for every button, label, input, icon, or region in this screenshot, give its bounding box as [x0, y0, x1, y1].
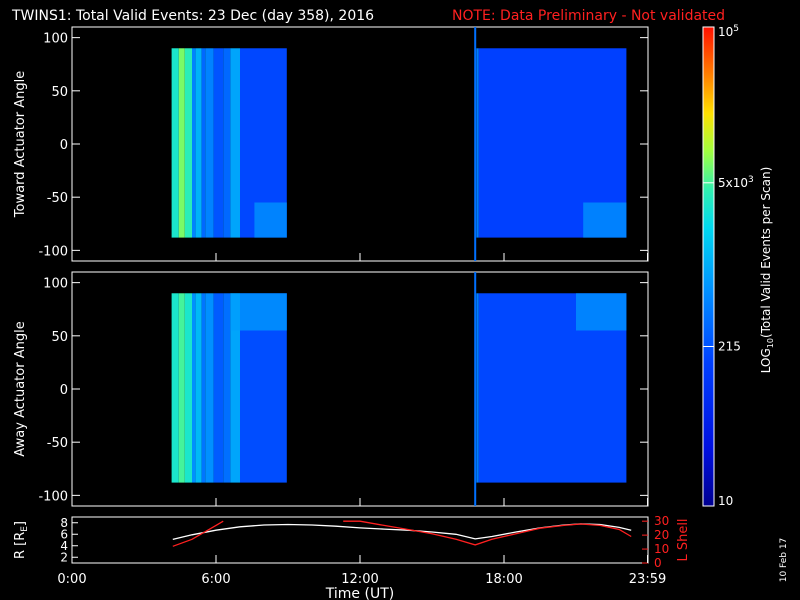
away-y-axis: 100 50 0 -50 -100 — [38, 277, 648, 504]
y-tick-label: 100 — [43, 32, 68, 47]
heatmap-strip — [184, 48, 192, 238]
radius-tick-label: 4 — [60, 539, 68, 553]
radius-tick-label: 2 — [60, 550, 68, 564]
colorbar: 105 5x103 215 10 LOG10(Total Valid Events p… — [702, 24, 775, 508]
heatmap-strip — [184, 293, 192, 483]
colorbar-tick-label: 105 — [718, 24, 739, 39]
colorbar-tick-label: 215 — [718, 339, 741, 353]
heatmap-strip — [171, 293, 179, 483]
heatmap-strip — [195, 293, 202, 483]
heatmap-strip — [178, 293, 185, 483]
l-shell-line — [172, 520, 224, 547]
away-angle-panel: 100 50 0 -50 -100 Away Actuator Angle — [13, 271, 649, 507]
heatmap-strip — [205, 293, 214, 483]
l-shell-tick-label: 10 — [654, 542, 669, 556]
heatmap-strip — [201, 48, 206, 238]
heatmap-strip — [213, 293, 224, 483]
time-tick-label: 18:00 — [485, 572, 522, 587]
time-axis: 0:00 6:00 12:00 18:00 23:59 — [57, 253, 666, 587]
heatmap-strip — [201, 293, 206, 483]
heatmap-enhancement — [583, 202, 627, 238]
y-tick-label: -100 — [38, 489, 68, 504]
time-tick-label: 0:00 — [57, 572, 86, 587]
date-stamp: 10 Feb 17 — [779, 538, 789, 583]
time-tick-label: 6:00 — [201, 572, 230, 587]
time-axis-label: Time (UT) — [325, 586, 394, 600]
colorbar-label: LOG10(Total Valid Events per Scan) — [759, 167, 775, 374]
y-tick-label: 50 — [51, 330, 68, 345]
heatmap-strip — [171, 48, 179, 238]
y-tick-label: 50 — [51, 85, 68, 100]
time-tick-label: 12:00 — [341, 572, 378, 587]
figure-title: TWINS1: Total Valid Events: 23 Dec (day … — [11, 8, 374, 24]
colorbar-gradient — [702, 26, 715, 507]
y-tick-label: -100 — [38, 244, 68, 259]
l-shell-tick-label: 0 — [654, 556, 662, 570]
away-y-axis-label: Away Actuator Angle — [13, 321, 28, 456]
heatmap-strip — [205, 48, 214, 238]
l-shell-tick-label: 30 — [654, 514, 669, 528]
orbit-radius-axis-label: R [RE] — [13, 521, 30, 559]
l-shell-axis-label: L Shell — [676, 518, 691, 561]
heatmap-enhancement — [230, 293, 287, 331]
colorbar-tick-label: 10 — [718, 494, 733, 508]
y-tick-label: 0 — [60, 383, 68, 398]
toward-heatmap-cells — [171, 27, 627, 261]
preliminary-note: NOTE: Data Preliminary - Not validated — [452, 8, 725, 24]
toward-y-axis-label: Toward Actuator Angle — [13, 71, 28, 218]
toward-y-axis: 100 50 0 -50 -100 — [38, 32, 648, 259]
heatmap-strip — [195, 48, 202, 238]
l-shell-line — [343, 520, 632, 546]
heatmap-strip — [192, 293, 196, 483]
heatmap-strip — [476, 48, 479, 238]
orbit-lines — [172, 520, 632, 547]
radius-tick-label: 6 — [60, 527, 68, 541]
y-tick-label: -50 — [47, 191, 68, 206]
y-tick-label: 0 — [60, 138, 68, 153]
y-tick-label: -50 — [47, 436, 68, 451]
toward-angle-panel: 100 50 0 -50 -100 Toward Actuator Angle — [13, 26, 649, 262]
heatmap-enhancement — [254, 202, 287, 238]
heatmap-enhancement — [576, 293, 627, 331]
time-tick-label: 23:59 — [629, 572, 666, 587]
heatmap-strip — [192, 48, 196, 238]
colorbar-ticks: 105 5x103 215 10 — [703, 24, 754, 508]
l-shell-tick-label: 20 — [654, 528, 669, 542]
heatmap-strip — [213, 48, 224, 238]
away-heatmap-cells — [171, 272, 627, 506]
heatmap-strip — [230, 48, 240, 238]
y-tick-label: 100 — [43, 277, 68, 292]
heatmap-strip — [476, 293, 479, 483]
heatmap-strip — [223, 293, 231, 483]
heatmap-strip — [178, 48, 185, 238]
radius-tick-label: 8 — [60, 516, 68, 530]
heatmap-strip — [230, 293, 240, 483]
colorbar-tick-label: 5x103 — [718, 175, 754, 190]
heatmap-strip — [223, 48, 231, 238]
